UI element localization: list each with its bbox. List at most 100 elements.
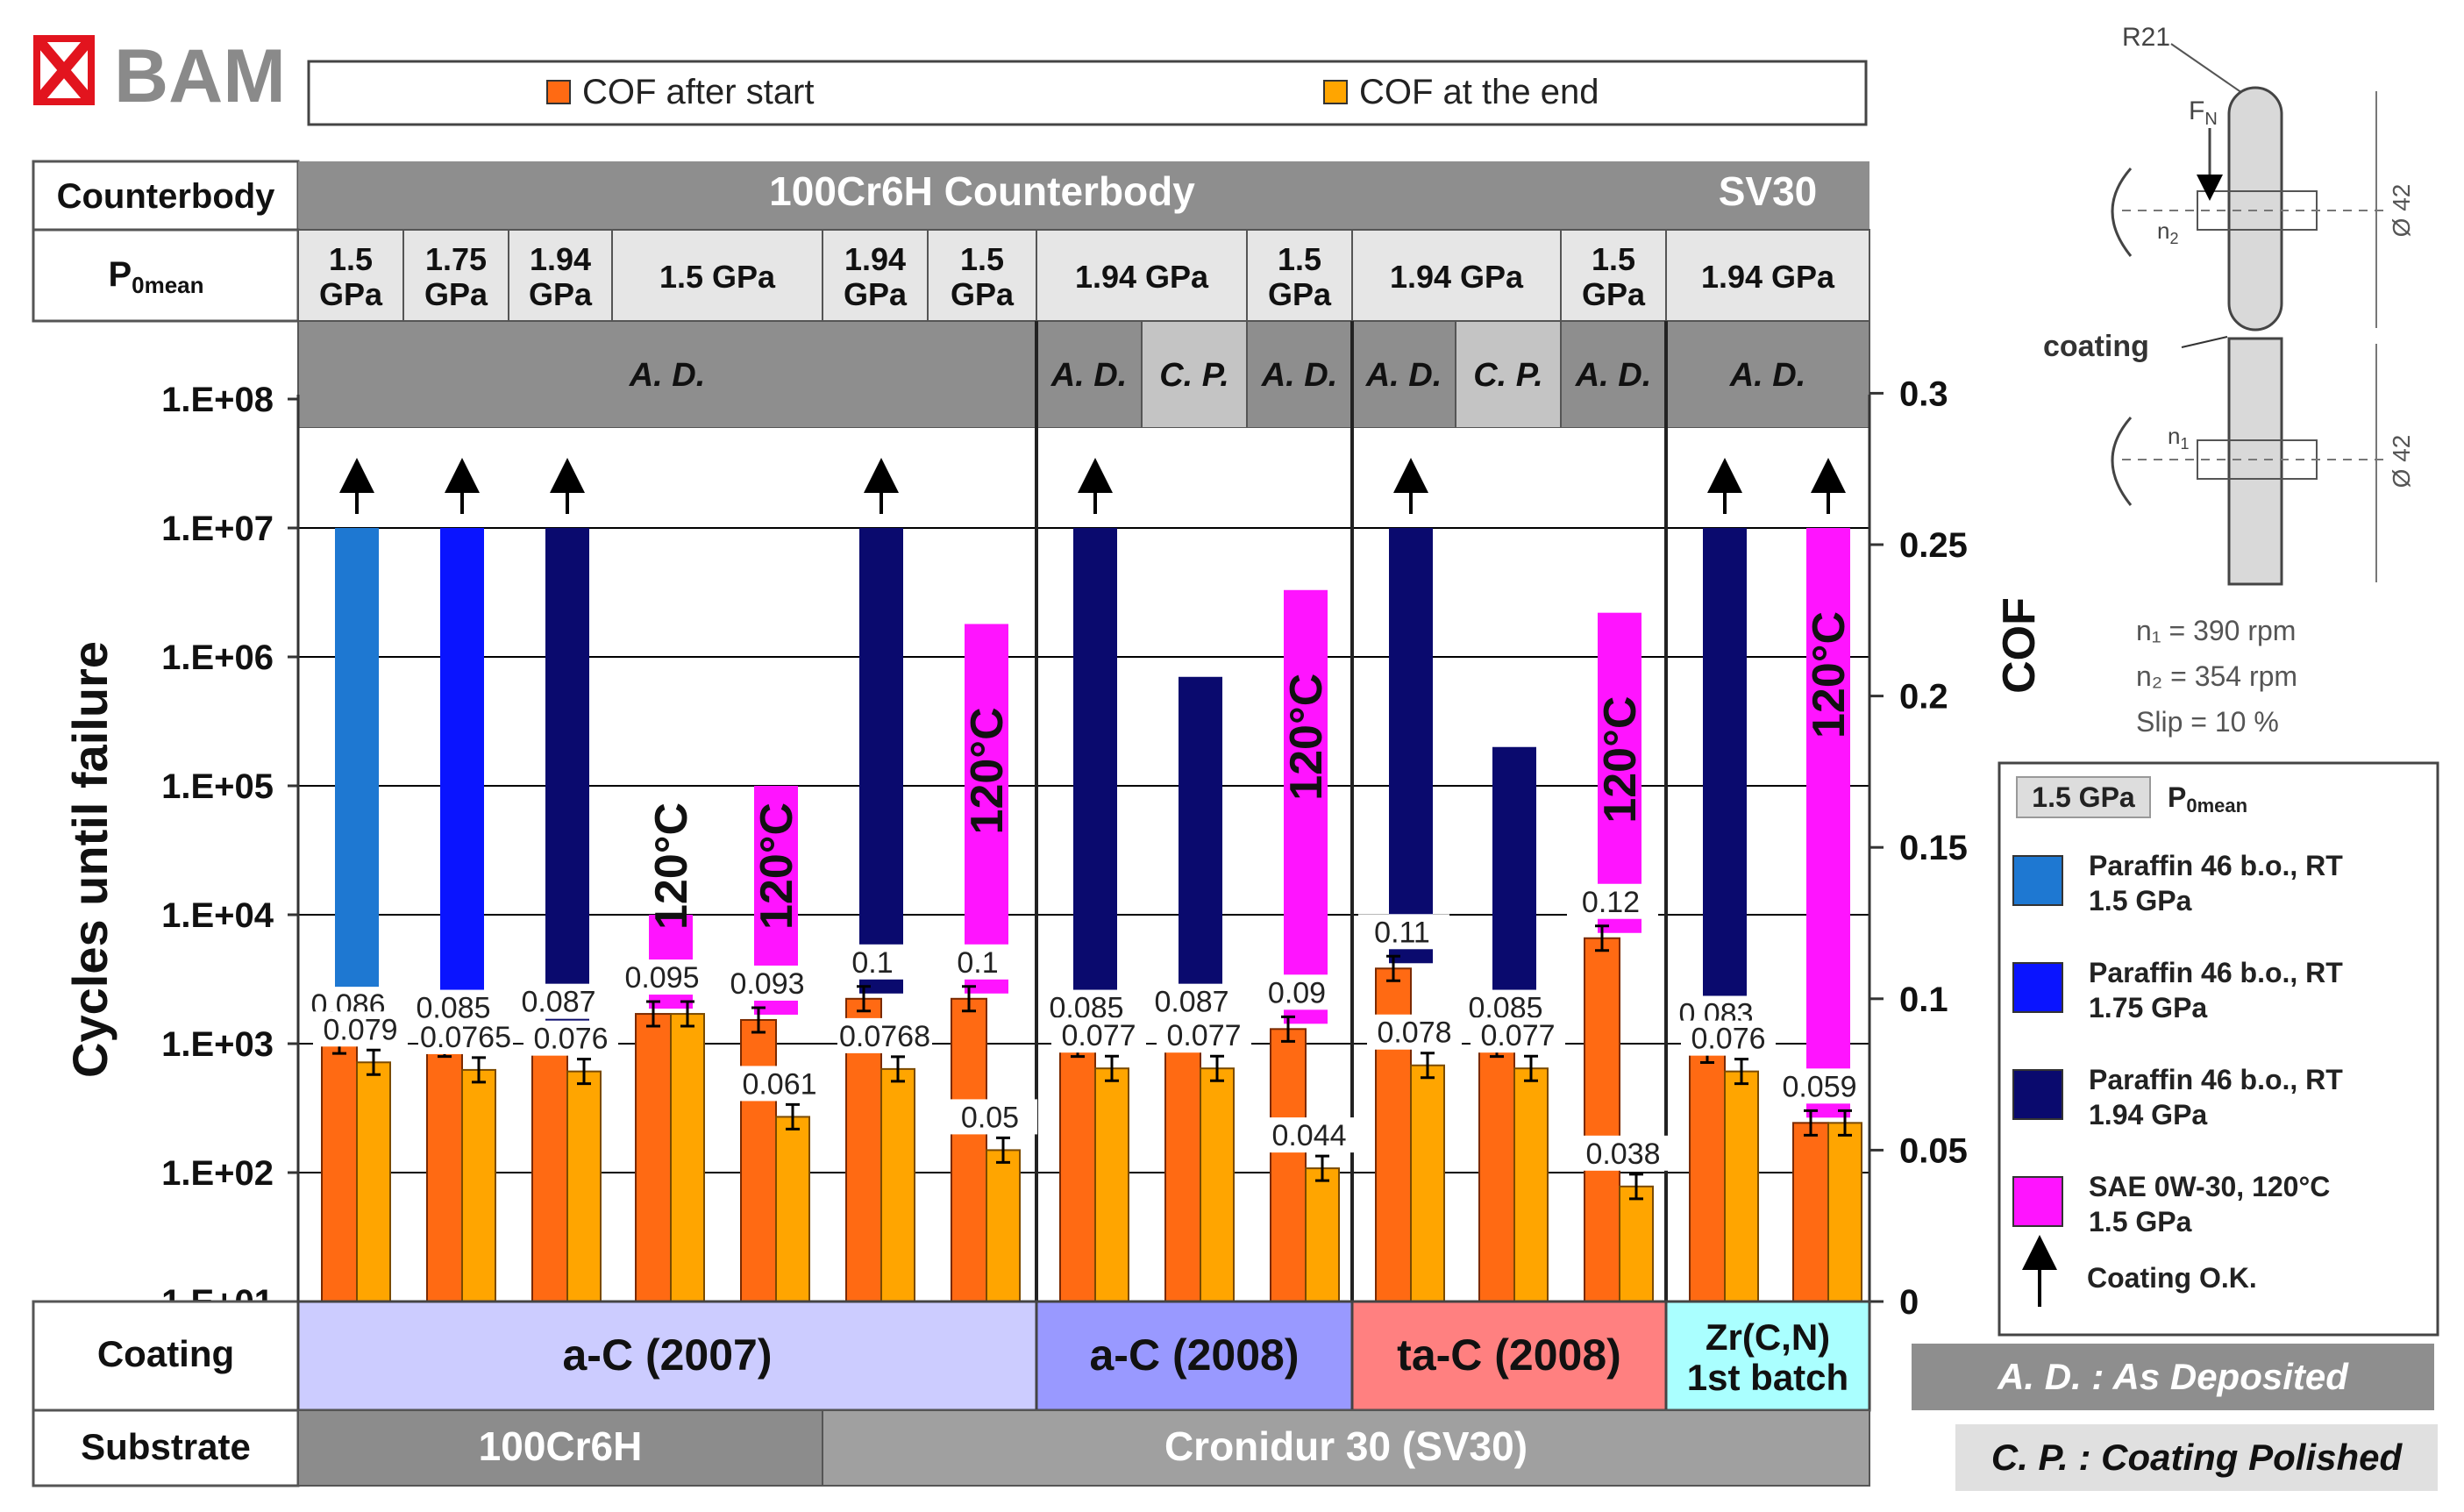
cof-end-label: 0.0768 xyxy=(839,1020,930,1053)
finish-cell xyxy=(1141,320,1248,429)
cof-start-label: 0.11 xyxy=(1374,916,1430,949)
pressure-cell xyxy=(1036,229,1248,322)
cof-start-label-bg xyxy=(829,944,920,980)
cof-start-bar xyxy=(531,1037,568,1303)
plot-area: 0.0860.0790.0850.07650.0870.076120°C0.09… xyxy=(296,321,1871,1410)
left-tick-label: 1.E+06 xyxy=(161,638,274,677)
left-tick-label: 1.E+08 xyxy=(161,381,274,419)
cof-end-bar xyxy=(1724,1070,1759,1302)
speed-n2: n₂ = 354 rpm xyxy=(2136,660,2297,692)
abbreviation-notes: A. D. : As Deposited C. P. : Coating Pol… xyxy=(1912,1344,2438,1491)
pressure-value: 1.5 GPa xyxy=(319,241,383,312)
cof-start-bar xyxy=(1164,1037,1201,1303)
cof-start-label: 0.1 xyxy=(851,946,893,980)
pressure-value: 1.94 GPa xyxy=(1390,259,1524,295)
cof-end-bar xyxy=(880,1067,915,1302)
cof-end-bar xyxy=(356,1061,391,1302)
legend-line1: Paraffin 46 b.o., RT xyxy=(2089,957,2343,988)
diameter-lower: Ø 42 xyxy=(2388,435,2415,489)
right-tick-label: 0.15 xyxy=(1899,829,1968,867)
legend-swatch xyxy=(2012,1176,2063,1227)
cof-end-label-bg xyxy=(1681,1020,1776,1056)
logo-text: BAM xyxy=(114,34,286,118)
cof-error-bar xyxy=(1281,1015,1295,1043)
lower-disc xyxy=(2227,337,2283,586)
temperature-label: 120°C xyxy=(1595,696,1646,824)
substrate-sv30: Cronidur 30 (SV30) xyxy=(1164,1423,1528,1469)
cof-error-bar xyxy=(1629,1173,1643,1201)
left-tick-label: 1.E+02 xyxy=(161,1154,274,1193)
cof-start-label-bg xyxy=(1148,983,1239,1019)
right-tick-label: 0.05 xyxy=(1899,1131,1968,1170)
counterbody-100cr6h: 100Cr6H Counterbody xyxy=(769,168,1195,214)
cof-error-bar xyxy=(646,1000,660,1028)
cof-start-label-bg xyxy=(618,959,709,995)
cof-start-bar xyxy=(1584,937,1620,1302)
cof-end-label-bg xyxy=(1262,1117,1357,1153)
cof-end-bar xyxy=(461,1068,496,1302)
cof-end-label: 0.076 xyxy=(533,1023,608,1056)
cof-error-bar xyxy=(1421,1052,1435,1080)
legend-pressure-label: P0mean xyxy=(2168,781,2247,817)
cof-end-label-bg xyxy=(1367,1014,1462,1050)
substrate-100cr6h: 100Cr6H xyxy=(479,1423,643,1469)
cof-error-bar xyxy=(680,1000,694,1028)
lubricant-legend: 1.5 GPa P0mean Paraffin 46 b.o., RT 1.5 G… xyxy=(1998,761,2439,1337)
cof-error-bar xyxy=(1524,1054,1538,1082)
cof-end-label: 0.078 xyxy=(1377,1016,1451,1050)
test-rig-schematic: R21 FN n2 n1 coating Ø 42 Ø 42 n₁ = 390 … xyxy=(2043,23,2415,738)
cof-end-bar xyxy=(1619,1185,1654,1302)
finish-label: C. P. xyxy=(1473,357,1543,394)
cof-error-bar xyxy=(751,1006,766,1034)
pressure-cell xyxy=(611,229,823,322)
cof-start-bar xyxy=(321,1040,358,1303)
slip: Slip = 10 % xyxy=(2136,706,2279,738)
cof-error-bar xyxy=(1838,1109,1852,1137)
cof-error-bar xyxy=(962,985,976,1013)
temperature-label: 120°C xyxy=(1804,611,1855,738)
y-axis-label-right: COF xyxy=(1994,597,2045,694)
legend-line2: 1.94 GPa xyxy=(2089,1099,2207,1130)
legend-line2: 1.5 GPa xyxy=(2089,885,2192,916)
cof-start-label: 0.087 xyxy=(521,986,595,1019)
cof-start-label: 0.1 xyxy=(957,946,998,980)
substrate-label: Substrate xyxy=(81,1426,251,1467)
pressure-cell xyxy=(402,229,509,322)
cycles-bar xyxy=(1073,528,1117,1039)
pressure-value: 1.5 GPa xyxy=(1268,241,1332,312)
cof-error-bar xyxy=(472,1056,486,1084)
cof-end-label-bg xyxy=(943,1099,1037,1135)
pressure-value: 1.94 GPa xyxy=(1701,259,1835,295)
substrate-100cr6h-cell xyxy=(297,1409,823,1487)
header-table: Counterbody 100Cr6H Counterbody SV30 P0m… xyxy=(32,160,1870,429)
legend-pressure-example: 1.5 GPa xyxy=(2032,781,2135,813)
legend-swatch xyxy=(2012,962,2063,1013)
cof-start-label: 0.087 xyxy=(1154,986,1228,1019)
legend-swatch xyxy=(2012,855,2063,906)
cof-end-bar xyxy=(775,1116,810,1302)
cof-error-bar xyxy=(1210,1054,1224,1082)
cof-end-bar xyxy=(1410,1064,1445,1303)
abbrev-ad: A. D. : As Deposited xyxy=(1997,1356,2349,1397)
pressure-cell xyxy=(1246,229,1353,322)
left-tick-label: 1.E+04 xyxy=(161,896,274,935)
cof-end-label: 0.0765 xyxy=(420,1021,511,1054)
finish-label: A. D. xyxy=(1575,357,1652,394)
diameter-upper: Ø 42 xyxy=(2388,184,2415,238)
finish-cell xyxy=(1560,320,1667,429)
cof-error-bar xyxy=(1105,1054,1119,1082)
legend-swatch xyxy=(2012,1069,2063,1120)
cof-end-label-bg xyxy=(1157,1017,1251,1053)
legend-label-end: COF at the end xyxy=(1359,73,1599,111)
cof-end-bar xyxy=(1305,1167,1340,1303)
legend-line1: Paraffin 46 b.o., RT xyxy=(2089,1064,2343,1095)
right-tick-label: 0.1 xyxy=(1899,981,1948,1019)
finish-label: A. D. xyxy=(1729,357,1806,394)
cof-start-label: 0.095 xyxy=(624,961,699,995)
cof-error-bar xyxy=(891,1055,905,1083)
right-tick-label: 0 xyxy=(1899,1283,1919,1322)
pressure-value: 1.75 GPa xyxy=(424,241,488,312)
cof-start-bar xyxy=(1792,1122,1829,1303)
finish-cell xyxy=(1246,320,1353,429)
cof-start-label-bg xyxy=(409,989,501,1025)
